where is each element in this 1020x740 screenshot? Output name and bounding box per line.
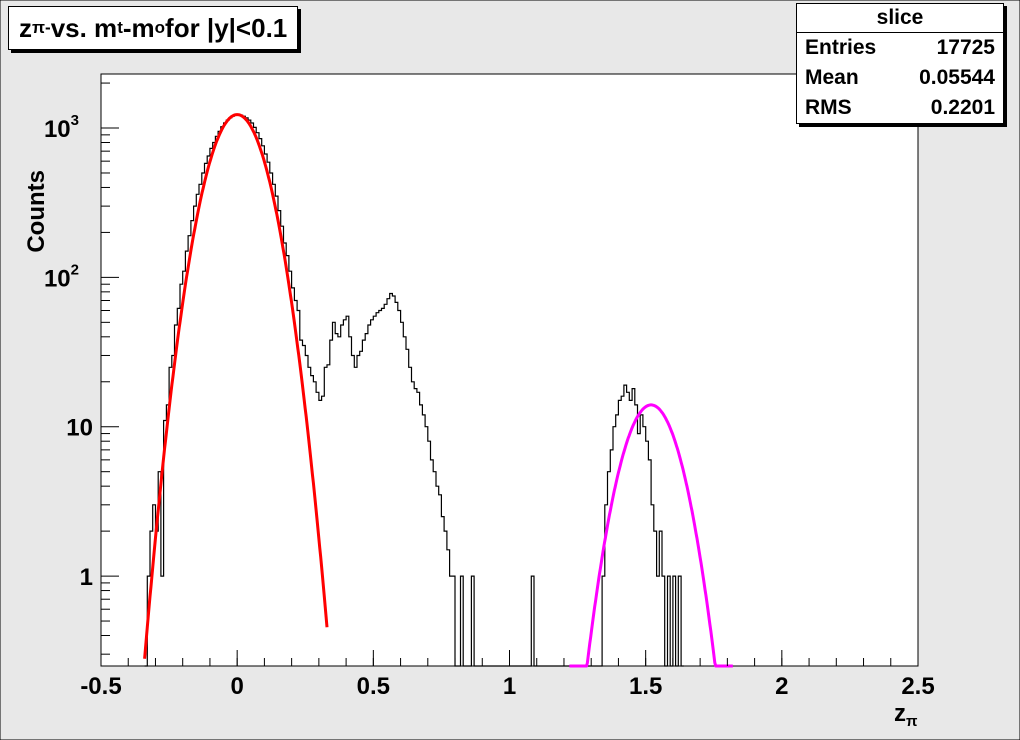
stats-row-rms: RMS 0.2201 bbox=[797, 93, 1003, 123]
stats-name: slice bbox=[797, 4, 1003, 33]
y-tick-label: 103 bbox=[44, 112, 79, 143]
x-axis-label-text: z bbox=[894, 700, 906, 727]
y-tick-label: 1 bbox=[80, 564, 93, 591]
fit-curve-kaon bbox=[568, 403, 734, 668]
x-tick-label: 1 bbox=[503, 673, 516, 700]
y-tick-label: 10 bbox=[66, 415, 93, 442]
stats-value: 17725 bbox=[936, 36, 995, 59]
histogram-series bbox=[144, 114, 684, 667]
title-middle-sub: t bbox=[117, 18, 123, 37]
title-prefix: z bbox=[19, 12, 32, 43]
y-axis-label: Counts bbox=[23, 170, 50, 253]
histogram-layer bbox=[144, 114, 684, 667]
stats-value: 0.05544 bbox=[919, 66, 995, 89]
title-suffix1: -m bbox=[122, 12, 155, 43]
stats-label: Entries bbox=[805, 36, 877, 59]
x-tick-label: 2.5 bbox=[901, 673, 934, 700]
x-tick-label: 2 bbox=[775, 673, 788, 700]
x-axis-label-sub: π bbox=[906, 713, 918, 730]
stats-value: 0.2201 bbox=[930, 96, 995, 119]
x-tick-label: 1.5 bbox=[629, 673, 662, 700]
stats-box: slice Entries 17725 Mean 0.05544 RMS 0.2201 bbox=[796, 3, 1004, 124]
plot-area bbox=[100, 73, 919, 667]
y-axis-label-text: Counts bbox=[23, 170, 50, 253]
stats-row-entries: Entries 17725 bbox=[797, 33, 1003, 63]
y-tick-label: 102 bbox=[44, 261, 79, 292]
fit-layer bbox=[143, 113, 734, 668]
title-middle: vs. m bbox=[50, 12, 118, 43]
fit-curve-pion bbox=[143, 113, 329, 659]
x-tick-label: 0 bbox=[230, 673, 243, 700]
axis-layer: -0.5 0 0.5 1 1.5 2 2.5 1 10 102 103 bbox=[44, 82, 935, 700]
x-tick-label: -0.5 bbox=[80, 673, 121, 700]
stats-row-mean: Mean 0.05544 bbox=[797, 63, 1003, 93]
x-axis-label: zπ bbox=[894, 700, 918, 730]
title-suffix-sub: o bbox=[154, 18, 166, 37]
stats-label: Mean bbox=[805, 66, 859, 89]
title-prefix-sub: π- bbox=[32, 18, 51, 37]
stats-label: RMS bbox=[805, 96, 852, 119]
title-suffix2: for |y|<0.1 bbox=[165, 12, 288, 43]
chart-title: z π- vs. m t -m o for |y|<0.1 bbox=[8, 6, 299, 50]
x-tick-label: 0.5 bbox=[357, 673, 390, 700]
